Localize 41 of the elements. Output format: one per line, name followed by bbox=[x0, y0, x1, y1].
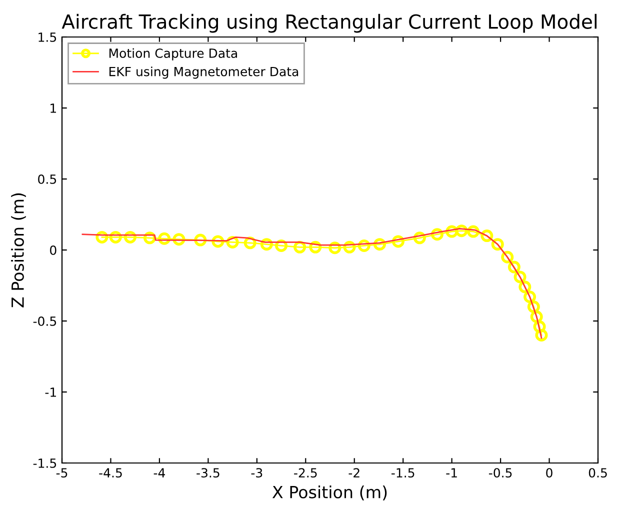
legend-label: Motion Capture Data bbox=[109, 48, 237, 60]
y-tick-label: -1.5 bbox=[33, 458, 56, 468]
x-tick-label: 0.5 bbox=[588, 468, 607, 478]
point bbox=[373, 238, 386, 251]
point bbox=[518, 280, 532, 294]
point bbox=[467, 225, 480, 238]
y-tick-label: -1 bbox=[45, 388, 56, 397]
point bbox=[535, 328, 548, 342]
point bbox=[158, 232, 171, 245]
point bbox=[343, 240, 356, 254]
x-tick-label: -3.5 bbox=[196, 468, 220, 478]
x-tick-label: -2.5 bbox=[294, 468, 317, 478]
point bbox=[527, 300, 540, 314]
point bbox=[530, 310, 543, 323]
x-tick-label: -0.5 bbox=[488, 468, 512, 478]
x-tick-label: -4 bbox=[154, 468, 165, 478]
y-tick-label: -0.5 bbox=[33, 316, 56, 326]
x-tick-label: -1 bbox=[446, 468, 457, 478]
point bbox=[392, 235, 404, 248]
x-tick-label: 0 bbox=[546, 468, 552, 478]
point bbox=[491, 238, 504, 251]
point bbox=[260, 238, 273, 251]
x-tick-label: -2 bbox=[348, 468, 360, 478]
legend-label: EKF using Magnetometer Data bbox=[109, 66, 298, 79]
x-axis-title: X Position (m) bbox=[272, 486, 387, 500]
point bbox=[514, 270, 526, 284]
point bbox=[501, 250, 514, 264]
point bbox=[524, 290, 536, 304]
x-tick-label: -1.5 bbox=[392, 468, 414, 478]
point bbox=[413, 232, 426, 244]
y-tick-label: 1.5 bbox=[38, 32, 56, 42]
y-tick-label: 0 bbox=[50, 245, 56, 255]
x-tick-label: -4.5 bbox=[99, 468, 122, 478]
y-axis-title: Z Position (m) bbox=[11, 193, 26, 308]
x-tick-label: -3 bbox=[251, 468, 262, 478]
point bbox=[328, 242, 342, 254]
chart-title: Aircraft Tracking using Rectangular Current Loop Model bbox=[62, 14, 597, 33]
point bbox=[508, 260, 520, 274]
y-tick-label: 0.5 bbox=[38, 174, 56, 184]
y-tick-label: 1 bbox=[50, 104, 56, 113]
x-tick-label: -5 bbox=[56, 468, 68, 478]
